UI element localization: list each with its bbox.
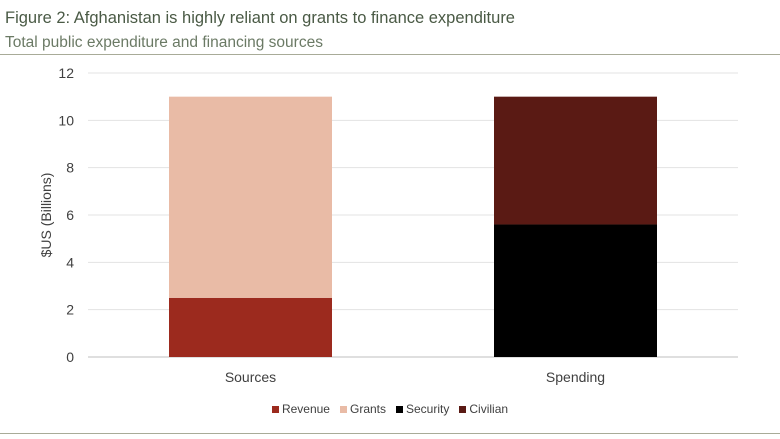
y-tick-label: 0 [66, 349, 74, 365]
legend-swatch [339, 405, 347, 413]
y-tick-label: 4 [66, 254, 74, 270]
legend-label: Grants [349, 402, 386, 416]
legend-swatch [396, 405, 403, 413]
y-tick-label: 10 [58, 112, 74, 128]
legend-item-civilian: Civilian [459, 402, 508, 416]
bar-revenue-sources [169, 297, 332, 357]
figure-title: Figure 2: Afghanistan is highly reliant … [5, 9, 515, 27]
figure-subtitle: Total public expenditure and financing s… [5, 34, 323, 51]
x-tick-label: Spending [546, 369, 605, 385]
y-tick-label: 12 [58, 65, 74, 81]
legend-swatch [459, 405, 467, 413]
x-tick-labels: Sources Spending [225, 369, 605, 385]
y-tick-labels: 0 2 4 6 8 10 12 [58, 65, 74, 365]
bottom-divider [0, 433, 780, 434]
top-divider [0, 54, 780, 55]
bar-grants-sources [169, 96, 332, 298]
stacked-bar-chart: 0 2 4 6 8 10 12 Sources Spending $US (Billions) [38, 65, 738, 385]
legend-label: Civilian [469, 402, 509, 416]
legend: Revenue Grants Security Civilian [0, 402, 780, 416]
y-tick-label: 2 [66, 302, 74, 318]
bar-security-spending [494, 224, 657, 357]
y-tick-label: 8 [66, 160, 74, 176]
x-tick-label: Sources [225, 369, 276, 385]
bar-civilian-spending [494, 96, 657, 225]
legend-swatch [271, 405, 279, 413]
legend-item-security: Security [396, 402, 449, 416]
legend-item-grants: Grants [339, 402, 386, 416]
y-axis-label: $US (Billions) [38, 173, 54, 258]
bars [169, 96, 657, 357]
legend-label: Revenue [281, 402, 330, 416]
y-tick-label: 6 [66, 207, 74, 223]
legend-label: Security [406, 402, 450, 416]
legend-item-revenue: Revenue [271, 402, 330, 416]
